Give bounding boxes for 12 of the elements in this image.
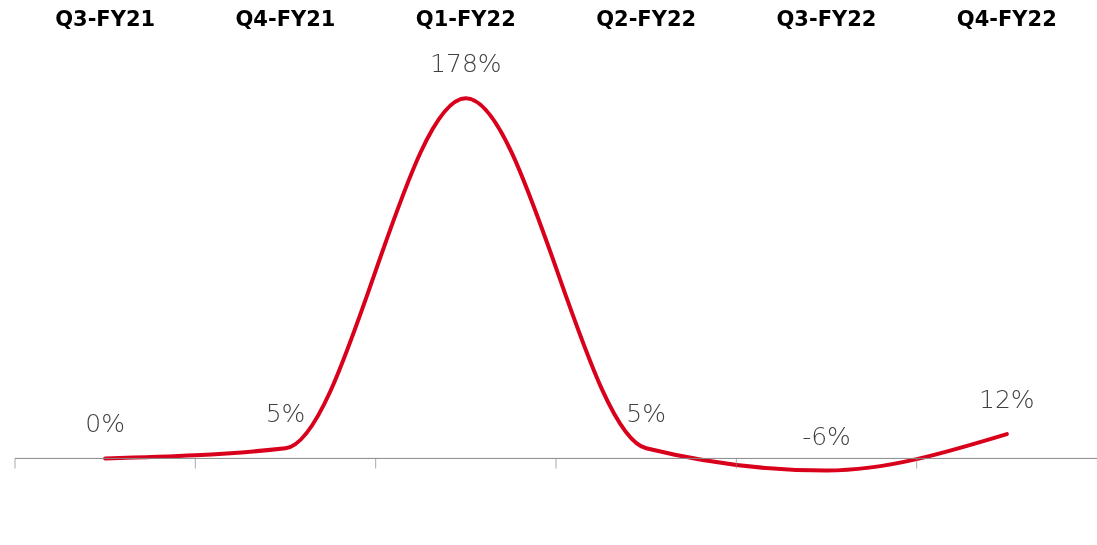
- x-tick-label: Q3-FY21: [55, 6, 156, 31]
- x-tick-label: Q4-FY22: [956, 6, 1057, 31]
- x-tick-label: Q3-FY22: [776, 6, 877, 31]
- data-label: 5%: [265, 399, 306, 429]
- data-label: -6%: [802, 421, 851, 451]
- x-tick-label: Q1-FY22: [415, 6, 516, 31]
- data-label: 12%: [979, 385, 1035, 415]
- x-tick-label: Q2-FY22: [596, 6, 697, 31]
- data-label: 0%: [85, 409, 125, 439]
- data-label: 178%: [430, 49, 502, 79]
- x-tick-label: Q4-FY21: [235, 6, 336, 31]
- data-label: 5%: [626, 399, 666, 429]
